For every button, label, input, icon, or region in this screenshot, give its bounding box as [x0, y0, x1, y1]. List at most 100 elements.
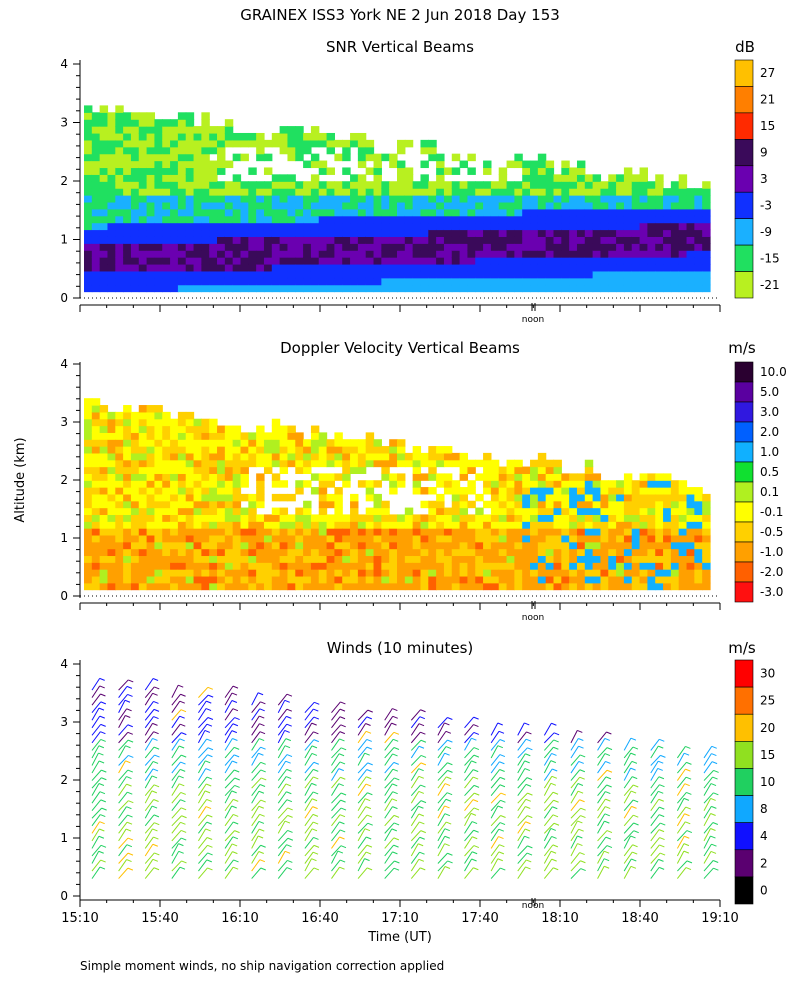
wind-barb-flag	[472, 799, 479, 803]
snr-cell-36-20	[365, 146, 375, 155]
dop-cell-65-14	[592, 487, 602, 495]
snr-cell-27-9	[295, 222, 304, 231]
dop-cell-18-19	[224, 452, 234, 461]
wind-barb-flag	[527, 845, 533, 849]
wind-barb-flag	[500, 792, 506, 796]
dop-cell-60-12	[553, 500, 562, 509]
snr-cell-5-2	[123, 270, 132, 279]
snr-cell-43-14	[420, 188, 429, 196]
wind-barb-5-14	[224, 760, 238, 774]
dop-cell-15-18	[201, 459, 210, 468]
wind-barb-flag	[366, 814, 373, 818]
dop-cell-2-23	[99, 425, 109, 433]
dop-cell-44-16	[428, 473, 437, 481]
wind-barb-4-18	[197, 729, 211, 744]
wind-barb-9-12	[331, 776, 346, 789]
wind-barb-shaft	[144, 784, 155, 796]
wind-barb-shaft	[357, 844, 368, 857]
wind-barb-18-13	[570, 769, 586, 781]
dop-cell-52-18	[490, 459, 500, 468]
wind-barb-20-12	[623, 776, 638, 789]
snr-cell-61-6	[561, 243, 570, 251]
wind-barb-20-4	[623, 835, 636, 849]
snr-cell-2-13	[99, 195, 109, 203]
snr-cell-48-2	[459, 270, 469, 279]
dop-cell-74-5	[663, 548, 672, 557]
snr-cell-7-15	[138, 181, 148, 189]
snr-cell-21-15	[248, 181, 257, 189]
dop-cell-34-20	[350, 446, 359, 454]
dop-cell-22-14	[256, 487, 265, 495]
wind-barb-17-14	[543, 760, 557, 774]
snr-cell-45-2	[436, 270, 445, 279]
wind-barb-flag	[365, 723, 371, 726]
dop-cell-46-6	[443, 541, 453, 550]
dop-cell-50-5	[475, 548, 484, 557]
dop-cell-10-8	[162, 528, 171, 536]
snr-cell-21-12	[248, 201, 257, 210]
wind-barb-shaft	[410, 830, 422, 842]
snr-cell-2-22	[99, 132, 109, 141]
snr-cell-8-11	[146, 208, 156, 217]
wind-barb-17-16	[543, 746, 559, 759]
wind-barb-flag	[606, 731, 612, 735]
snr-cell-7-25	[138, 112, 148, 120]
snr-cell-36-5	[365, 250, 375, 258]
wind-barb-flag	[284, 745, 291, 749]
wind-barb-flag	[234, 769, 240, 773]
wind-barb-4-1	[198, 859, 213, 872]
wind-barb-flag	[285, 783, 292, 787]
wind-barb-11-16	[384, 747, 400, 759]
dop-cell-24-5	[271, 548, 281, 557]
dop-cell-46-10	[443, 514, 453, 522]
wind-barb-shaft	[251, 731, 261, 744]
wind-barb-shaft	[277, 799, 288, 812]
dop-cell-7-8	[138, 528, 148, 536]
dop-cell-28-10	[303, 514, 312, 522]
snr-cell-41-1	[404, 277, 414, 286]
dop-cell-54-1	[506, 575, 515, 584]
dop-cell-32-0	[334, 582, 343, 591]
wind-barb-flag	[658, 829, 665, 833]
snr-cell-35-11	[357, 208, 367, 217]
snr-cell-1-3	[91, 263, 101, 272]
snr-cell-58-6	[537, 243, 547, 251]
snr-cell-17-15	[217, 181, 226, 189]
snr-cell-19-16	[232, 174, 242, 182]
dop-cell-62-13	[569, 493, 578, 502]
wind-barb-shaft	[198, 768, 207, 781]
snr-cell-41-0	[404, 284, 414, 293]
snr-cell-20-4	[240, 257, 249, 265]
dop-cell-39-1	[389, 575, 398, 584]
snr-cell-26-21	[287, 139, 296, 148]
snr-cell-2-17	[99, 167, 109, 175]
dop-cell-49-18	[467, 459, 476, 468]
snr-cell-17-3	[217, 263, 226, 272]
snr-cell-76-2	[678, 270, 688, 279]
snr-cell-40-18	[397, 160, 406, 169]
dop-cell-57-17	[530, 466, 539, 474]
wind-barb-flag	[181, 732, 187, 736]
dop-cell-6-6	[130, 541, 140, 550]
dop-cell-2-7	[99, 534, 109, 543]
wind-barb-9-13	[331, 768, 344, 781]
snr-cell-30-21	[318, 139, 328, 148]
wind-barb-flag	[659, 784, 665, 788]
dop-cell-24-19	[271, 452, 281, 461]
snr-cell-22-8	[256, 229, 265, 237]
snr-cell-66-9	[600, 222, 609, 231]
dop-cell-14-17	[193, 466, 202, 474]
wind-barb-shaft	[570, 860, 581, 872]
dop-cell-44-11	[428, 507, 437, 516]
dop-cell-17-10	[217, 514, 226, 522]
wind-barb-flag	[604, 737, 611, 741]
snr-cell-7-9	[138, 222, 148, 231]
dop-cell-52-2	[490, 569, 500, 577]
dop-cell-21-4	[248, 555, 257, 563]
dop-cell-25-13	[279, 493, 289, 502]
dop-cell-60-5	[553, 548, 562, 557]
wind-barb-flag	[659, 852, 666, 856]
dop-cell-32-2	[334, 569, 343, 577]
dop-cell-47-13	[451, 493, 461, 502]
snr-cell-67-10	[608, 215, 617, 224]
